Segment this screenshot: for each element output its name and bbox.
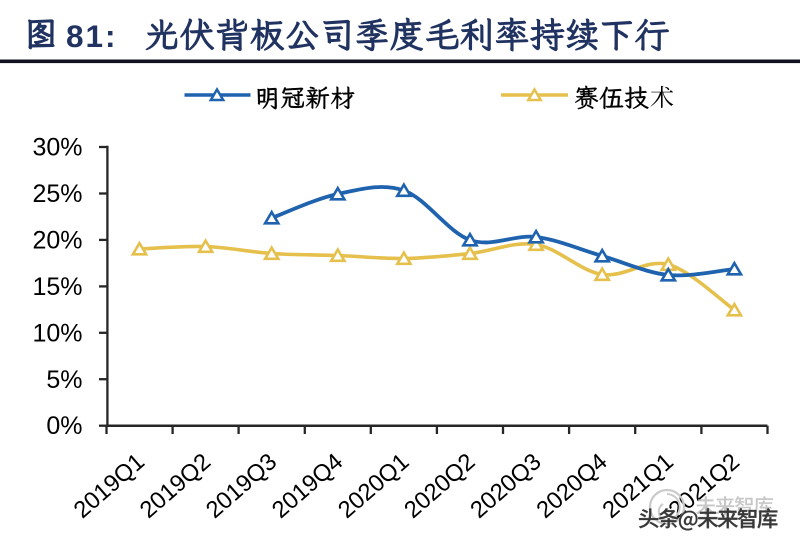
svg-text:10%: 10%: [32, 319, 82, 347]
svg-text:20%: 20%: [32, 226, 82, 254]
svg-text:25%: 25%: [32, 180, 82, 208]
svg-text:15%: 15%: [32, 273, 82, 301]
svg-text:81:: 81:: [66, 18, 118, 54]
svg-text:5%: 5%: [46, 366, 82, 394]
svg-text:30%: 30%: [32, 134, 82, 162]
svg-text:0%: 0%: [46, 412, 82, 440]
